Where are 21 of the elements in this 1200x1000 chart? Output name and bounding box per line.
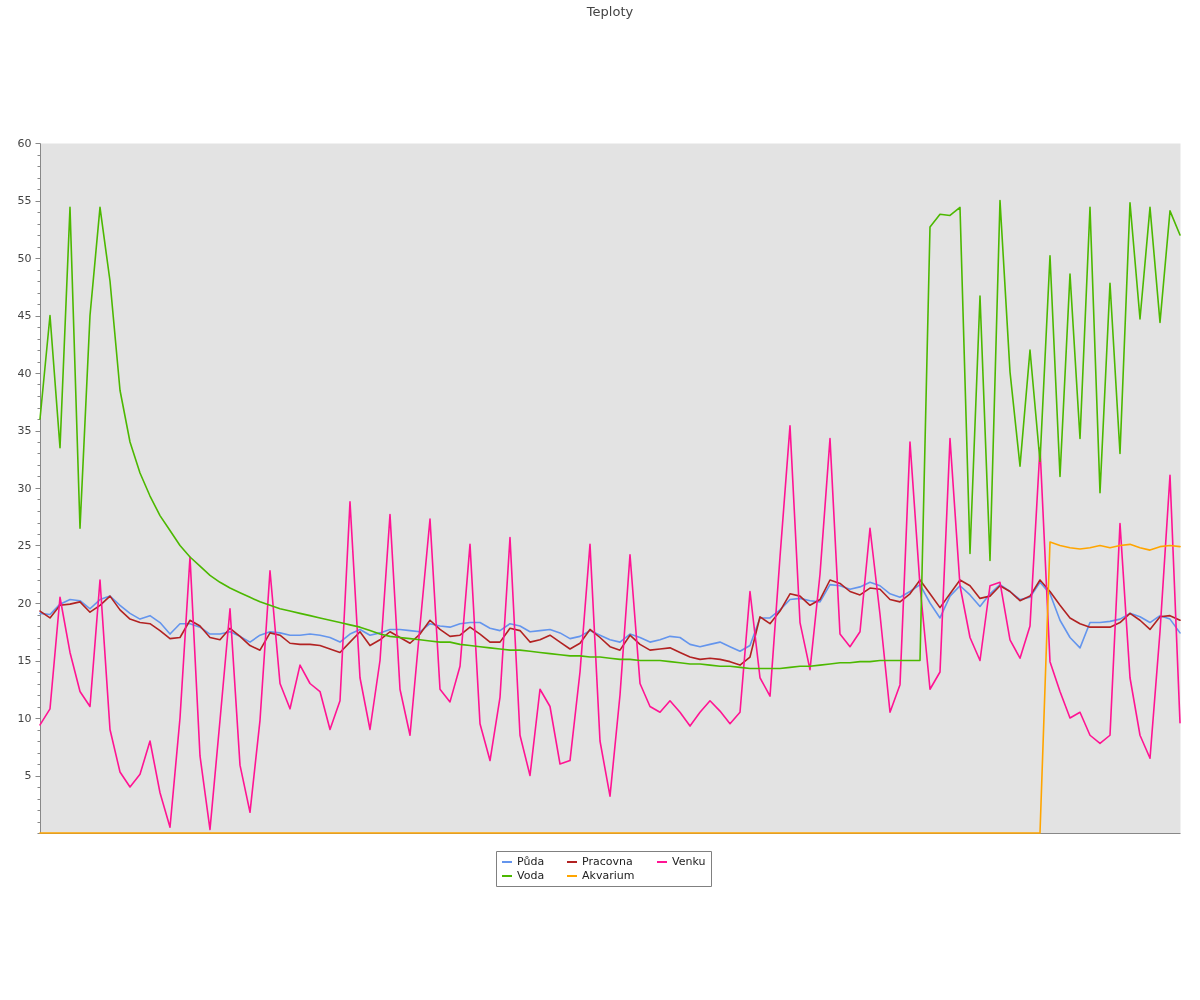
line-series [39,579,1181,666]
y-tick-label: 50 [17,251,32,265]
y-tick-label: 5 [24,769,32,782]
y-tick-label: 35 [17,424,32,437]
y-tick-label: 45 [17,309,32,322]
y-tick-label: 60 [17,136,32,150]
line-series [39,199,1181,670]
chart-title: Teploty [585,4,634,19]
y-tick-label: 10 [17,711,32,725]
legend-label: Pracovna [582,855,633,868]
line-series [39,581,1181,653]
legend-label: Akvarium [582,869,635,882]
legend-label: Půda [517,855,545,868]
y-tick-label: 25 [17,539,32,552]
legend-label: Venku [672,855,706,868]
y-tick-label: 30 [17,481,32,495]
y-tick-label: 20 [17,596,32,610]
y-tick-label: 15 [17,654,32,667]
y-tick-label: 55 [17,194,32,207]
y-tick-label: 40 [17,366,32,380]
legend-label: Voda [517,869,545,882]
